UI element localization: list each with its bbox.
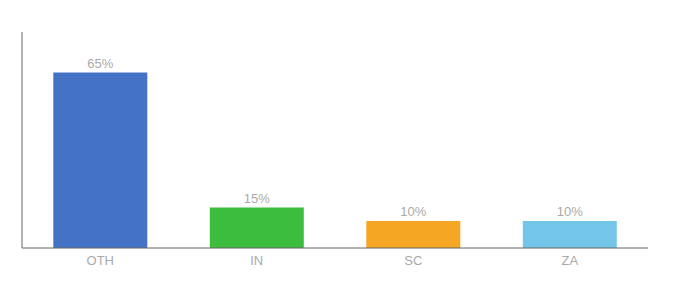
svg-text:15%: 15% xyxy=(244,191,270,206)
svg-text:SC: SC xyxy=(404,253,422,268)
svg-text:OTH: OTH xyxy=(87,253,114,268)
svg-text:IN: IN xyxy=(250,253,263,268)
svg-text:10%: 10% xyxy=(400,204,426,219)
svg-text:10%: 10% xyxy=(557,204,583,219)
svg-text:65%: 65% xyxy=(87,56,113,71)
svg-text:ZA: ZA xyxy=(561,253,578,268)
